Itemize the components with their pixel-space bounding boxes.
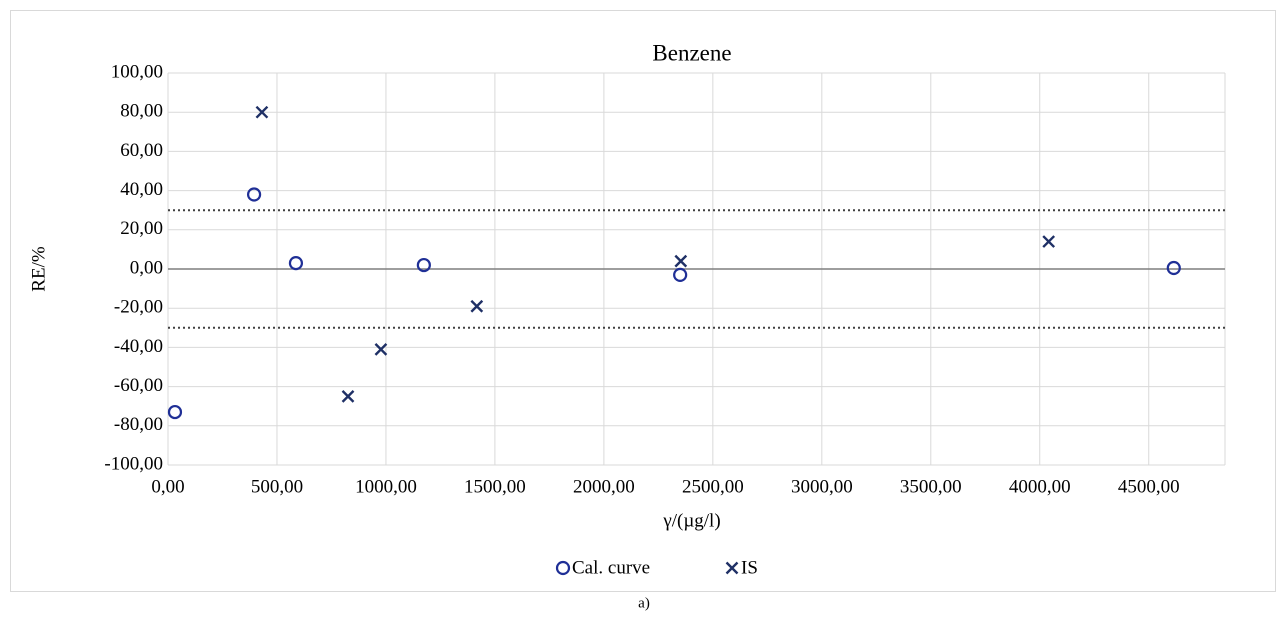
point — [341, 390, 355, 403]
y-tick-label: -100,00 — [104, 453, 163, 474]
chart-frame — [10, 10, 1276, 592]
y-tick-label: -60,00 — [114, 375, 163, 396]
x-tick-label: 0,00 — [151, 476, 184, 497]
point — [246, 187, 262, 202]
y-axis-label: RE/% — [28, 246, 49, 292]
y-tick-label: 20,00 — [120, 218, 163, 239]
chart-title: Benzene — [652, 40, 731, 65]
point — [255, 105, 269, 119]
y-tick-label: 40,00 — [120, 179, 163, 200]
point — [416, 257, 431, 273]
caption: a) — [638, 595, 650, 611]
y-tick-label: 0,00 — [130, 257, 163, 278]
y-tick-label: 100,00 — [111, 61, 163, 82]
x-axis-label: γ/(µg/l) — [662, 510, 720, 531]
x-tick-label: 2500,00 — [682, 476, 744, 497]
point — [1166, 260, 1181, 276]
y-tick-label: -40,00 — [114, 336, 163, 357]
y-tick-label: 80,00 — [120, 101, 163, 122]
point — [674, 254, 688, 268]
legend-label: IS — [741, 557, 758, 578]
y-tick-label: 60,00 — [120, 140, 163, 161]
y-tick-label: -80,00 — [114, 414, 163, 435]
point — [673, 267, 688, 282]
legend-label: Cal. curve — [572, 557, 650, 578]
y-tick-label: -20,00 — [114, 297, 163, 318]
x-tick-label: 3000,00 — [791, 476, 853, 497]
point — [374, 343, 388, 356]
legend-marker — [725, 561, 739, 575]
point — [167, 404, 183, 420]
point — [1042, 235, 1056, 248]
x-tick-label: 500,00 — [251, 476, 303, 497]
x-tick-label: 4000,00 — [1009, 476, 1071, 497]
x-tick-label: 4500,00 — [1118, 476, 1180, 497]
x-tick-label: 2000,00 — [573, 476, 635, 497]
legend-marker — [555, 560, 571, 576]
point — [288, 256, 304, 271]
x-tick-label: 3500,00 — [900, 476, 962, 497]
point — [470, 299, 484, 313]
x-tick-label: 1000,00 — [355, 476, 417, 497]
x-tick-label: 1500,00 — [464, 476, 526, 497]
